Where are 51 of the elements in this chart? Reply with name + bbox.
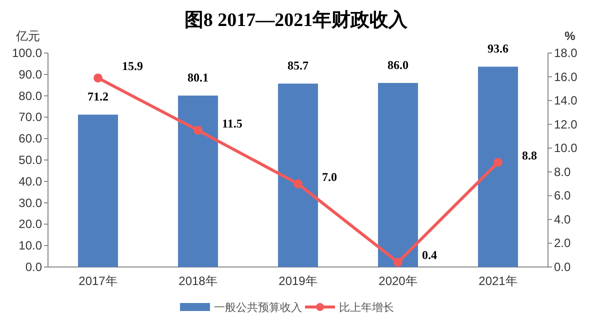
legend-label: 比上年增长: [339, 301, 394, 314]
y2-tick-label: 0.0: [554, 260, 572, 274]
y-tick-label: 80.0: [18, 88, 42, 103]
y2-tick-label: 18.0: [554, 46, 578, 60]
text: 80.1: [188, 70, 208, 85]
y2-tick-label: 10.0: [554, 141, 578, 156]
text: 11.5: [222, 116, 242, 130]
text: 93.6: [488, 42, 508, 56]
legend-label: 一般公共预算收入: [214, 301, 302, 314]
text: 15.9: [122, 58, 143, 73]
point: [394, 258, 402, 267]
y-tick-label: 90.0: [18, 67, 42, 82]
text: 7.0: [322, 170, 337, 184]
bar: [478, 66, 518, 267]
bar: [278, 84, 318, 267]
y2-tick-label: 6.0: [554, 188, 572, 203]
y-tick-label: 20.0: [18, 217, 42, 232]
y2-tick-label: 4.0: [554, 212, 572, 226]
x-tick-label: 2017年: [78, 274, 118, 288]
text: 86.0: [388, 58, 408, 72]
y-tick-label: 70.0: [18, 110, 42, 124]
point: [494, 158, 502, 167]
y-tick-label: 0.0: [25, 260, 42, 274]
chart-title: 图8 2017—2021年财政收入: [184, 9, 409, 31]
text: 0.4: [422, 248, 437, 262]
y2-axis-title: %: [564, 29, 576, 43]
y-axis-title: 亿元: [15, 29, 40, 43]
y-tick-label: 60.0: [18, 132, 42, 146]
x-tick-label: 2019年: [278, 274, 318, 288]
bar: [78, 114, 118, 267]
y2-tick-label: 12.0: [554, 117, 578, 132]
y2-tick-label: 2.0: [554, 236, 572, 250]
x-tick-label: 2020年: [378, 274, 418, 288]
point: [94, 73, 102, 82]
x-tick-label: 2021年: [478, 274, 518, 288]
text: 8.8: [522, 148, 537, 162]
bar: [378, 82, 418, 267]
y2-tick-label: 14.0: [554, 94, 578, 108]
point: [194, 126, 202, 135]
y2-tick-label: 8.0: [554, 164, 572, 179]
text: 71.2: [88, 90, 108, 104]
point: [294, 179, 302, 188]
y-tick-label: 40.0: [18, 174, 42, 188]
y-tick-label: 50.0: [18, 153, 42, 167]
x-tick-label: 2018年: [178, 274, 218, 288]
text: 85.7: [288, 58, 308, 73]
y-tick-label: 30.0: [18, 196, 42, 210]
y2-tick-label: 16.0: [554, 70, 578, 84]
y-tick-label: 10.0: [18, 238, 42, 253]
bar: [178, 96, 218, 267]
y-tick-label: 100.0: [12, 46, 42, 60]
